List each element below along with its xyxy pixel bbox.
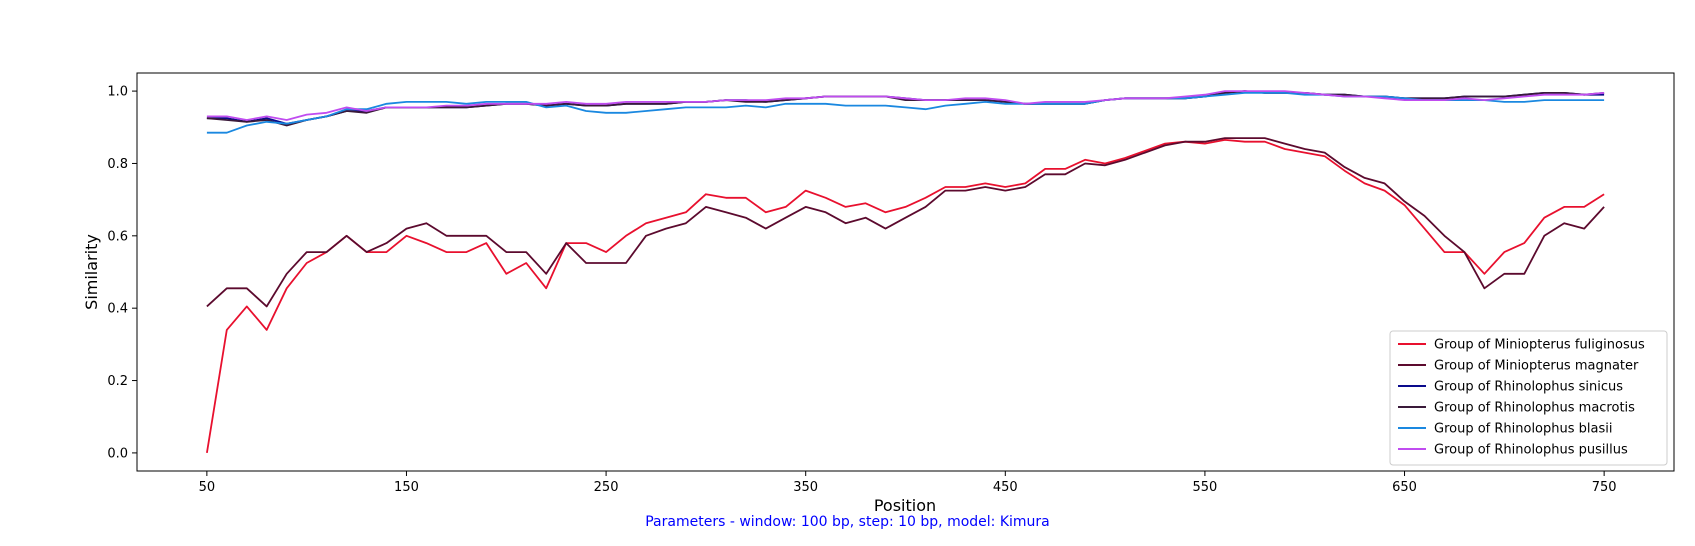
legend: Group of Miniopterus fuliginosus Group of…: [1389, 330, 1668, 466]
y-axis-ticks: 0.0 0.2 0.4 0.6 0.8 1.0: [107, 85, 137, 461]
legend-box: [1389, 330, 1668, 466]
x-tick-label: 50: [199, 480, 216, 495]
x-axis-title: Position: [874, 496, 936, 515]
x-tick-label: 150: [394, 480, 419, 495]
legend-label: Group of Miniopterus fuliginosus: [1434, 338, 1645, 353]
legend-label: Group of Miniopterus magnater: [1434, 359, 1639, 374]
x-tick-label: 250: [594, 480, 619, 495]
x-axis-ticks: 50 150 250 350 450 550 650 750: [199, 471, 1617, 495]
y-tick-label: 0.2: [107, 374, 128, 389]
x-tick-label: 750: [1592, 480, 1617, 495]
y-tick-label: 0.6: [107, 229, 128, 244]
x-tick-label: 450: [993, 480, 1018, 495]
plot-frame: [136, 72, 1675, 472]
y-tick-label: 0.8: [107, 157, 128, 172]
y-tick-label: 1.0: [107, 85, 128, 100]
legend-label: Group of Rhinolophus sinicus: [1434, 380, 1623, 395]
x-tick-label: 650: [1392, 480, 1417, 495]
legend-label: Group of Rhinolophus macrotis: [1434, 401, 1635, 416]
series-line-1: [206, 138, 1605, 454]
legend-label: Group of Rhinolophus blasii: [1434, 422, 1612, 437]
x-tick-label: 550: [1193, 480, 1218, 495]
y-tick-label: 0.0: [107, 446, 128, 461]
x-tick-label: 350: [793, 480, 818, 495]
series-line-2: [206, 137, 1605, 308]
y-axis-title: Similarity: [82, 234, 101, 310]
legend-label: Group of Rhinolophus pusillus: [1434, 443, 1628, 458]
series-line-6: [206, 90, 1605, 121]
series-lines: [206, 90, 1605, 454]
parameters-caption: Parameters - window: 100 bp, step: 10 bp…: [645, 514, 1050, 530]
y-tick-label: 0.4: [107, 302, 128, 317]
